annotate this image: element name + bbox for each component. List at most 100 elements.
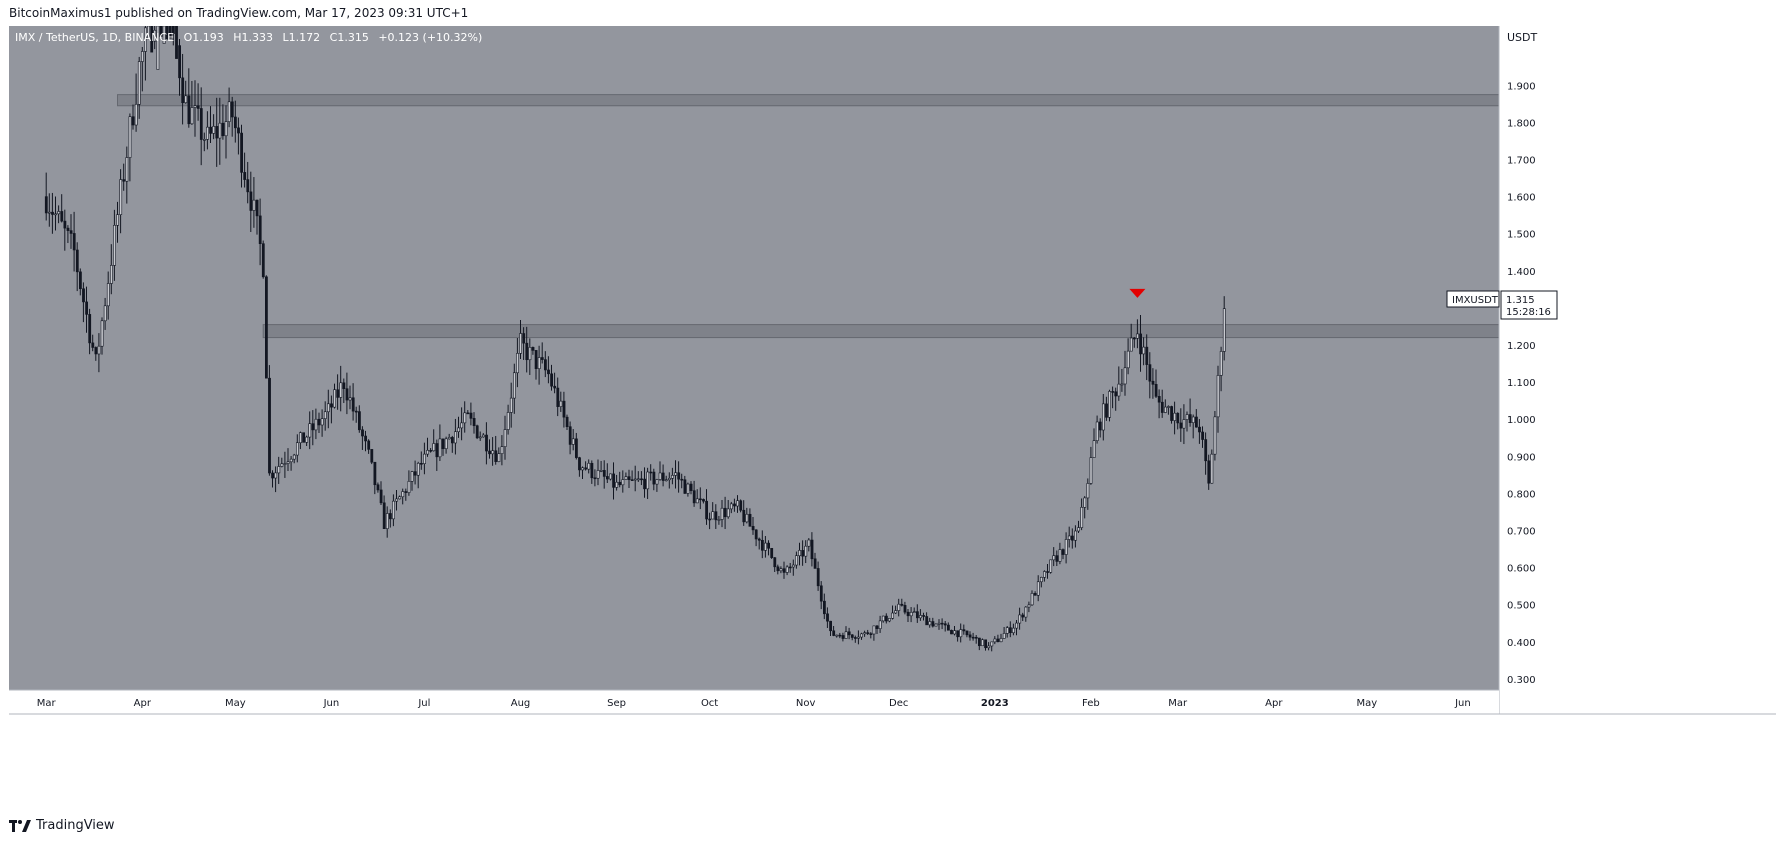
- candle-up: [444, 438, 448, 450]
- candle-down: [1176, 412, 1180, 424]
- candle-up: [1216, 375, 1220, 418]
- candle-up: [1222, 308, 1226, 352]
- candle-up: [1123, 367, 1127, 385]
- candle-down: [336, 389, 340, 398]
- candle-down: [649, 471, 653, 474]
- price-tick-label: 0.400: [1507, 638, 1536, 649]
- candle-down: [627, 476, 631, 480]
- candle-up: [110, 265, 113, 284]
- candle-up: [1002, 633, 1006, 639]
- candle-down: [419, 462, 423, 465]
- candle-up: [125, 157, 129, 182]
- symbol-tag-text: IMXUSDT: [1452, 295, 1499, 306]
- candle-up: [224, 121, 228, 137]
- candle-down: [1207, 460, 1211, 484]
- candle-down: [435, 443, 439, 458]
- peak-marker-icon: [1129, 288, 1146, 298]
- candle-up: [791, 564, 795, 568]
- price-tick-label: 0.800: [1507, 489, 1536, 500]
- candle-down: [680, 478, 684, 481]
- candle-down: [1154, 384, 1158, 397]
- candle-down: [376, 484, 380, 491]
- candle-down: [330, 403, 333, 408]
- candle-up: [779, 568, 783, 572]
- candle-down: [370, 449, 374, 463]
- candle-down: [906, 611, 910, 617]
- candle-up: [463, 412, 467, 424]
- candle-down: [550, 373, 554, 387]
- candle-up: [47, 211, 51, 214]
- price-tick-label: 1.000: [1507, 415, 1536, 426]
- candle-down: [838, 634, 842, 637]
- tradingview-logo[interactable]: TradingView: [9, 818, 115, 833]
- time-tick-label: Jul: [417, 698, 430, 709]
- candle-up: [1136, 333, 1139, 339]
- candle-down: [562, 400, 566, 418]
- candle-down: [884, 615, 888, 622]
- candle-up: [667, 477, 671, 481]
- resistance-zone: [117, 94, 1500, 107]
- candle-up: [658, 472, 662, 480]
- candle-up: [218, 122, 222, 139]
- candle-down: [317, 418, 321, 426]
- candle-down: [850, 634, 854, 638]
- candle-up: [720, 507, 724, 520]
- candle-down: [240, 132, 244, 173]
- price-chart[interactable]: USDT 1.900 1.800 1.700 1.600 1.500 1.400 1.200…: [9, 1, 1776, 810]
- candle-down: [925, 616, 929, 626]
- candle-down: [829, 620, 833, 632]
- price-tag[interactable]: IMXUSDT 1.315 15:28:16: [1446, 290, 1558, 320]
- change-value: +0.123 (+10.32%): [378, 31, 482, 44]
- candle-up: [609, 473, 612, 480]
- candle-up: [320, 418, 324, 426]
- candle-down: [723, 507, 727, 518]
- candle-down: [51, 211, 54, 215]
- candle-down: [302, 432, 306, 443]
- candle-down: [866, 632, 870, 634]
- candle-up: [100, 320, 104, 347]
- candle-down: [618, 481, 622, 486]
- candle-up: [726, 508, 730, 518]
- publish-info: BitcoinMaximus1 published on TradingView…: [9, 6, 469, 20]
- candle-up: [153, 29, 157, 42]
- candle-down: [692, 490, 696, 504]
- candle-down: [237, 127, 240, 134]
- candle-down: [525, 342, 529, 361]
- candle-up: [633, 478, 637, 481]
- candle-up: [1142, 346, 1146, 355]
- candle-up: [993, 638, 997, 643]
- candle-up: [934, 623, 938, 627]
- candle-down: [1114, 391, 1118, 397]
- plot-area[interactable]: [9, 26, 1499, 690]
- candle-down: [1170, 406, 1174, 421]
- candle-down: [187, 95, 191, 125]
- price-axis[interactable]: [1499, 26, 1776, 714]
- candle-down: [943, 623, 947, 626]
- candle-up: [144, 27, 147, 52]
- candle-down: [788, 566, 792, 569]
- candle-up: [323, 411, 327, 419]
- candle-up: [717, 519, 721, 521]
- candle-down: [172, 25, 175, 34]
- candle-up: [212, 126, 216, 134]
- candle-up: [844, 631, 848, 639]
- time-axis[interactable]: [9, 690, 1499, 714]
- candle-down: [60, 211, 64, 222]
- candle-down: [915, 611, 919, 619]
- time-tick-label: May: [1356, 698, 1377, 709]
- candle-up: [1167, 406, 1170, 408]
- candle-down: [965, 630, 969, 636]
- candle-up: [990, 641, 994, 647]
- candle-up: [162, 25, 166, 44]
- candle-up: [447, 437, 451, 440]
- price-tick-label: 1.400: [1507, 267, 1536, 278]
- candle-up: [1173, 412, 1177, 421]
- candle-up: [1036, 581, 1040, 596]
- candle-down: [578, 457, 581, 471]
- price-tick-label: 1.800: [1507, 118, 1536, 129]
- candle-down: [249, 191, 253, 211]
- candle-down: [652, 471, 656, 485]
- candle-up: [1126, 350, 1130, 369]
- candle-up: [711, 511, 715, 520]
- candle-up: [1117, 383, 1121, 397]
